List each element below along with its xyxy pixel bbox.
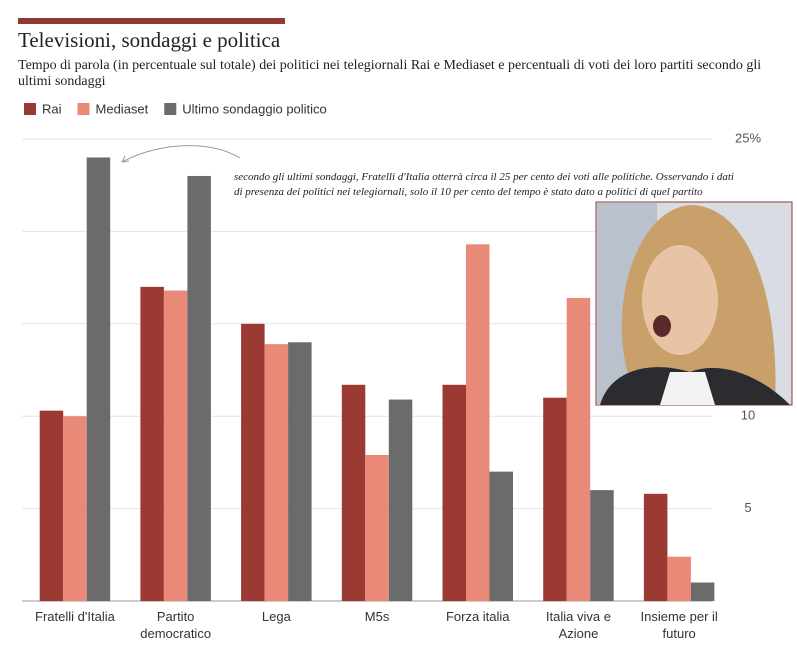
x-tick-label: Italia viva e Azione	[545, 609, 611, 641]
bar	[388, 399, 413, 601]
y-tick-label: 20	[741, 223, 755, 238]
legend-swatch	[77, 103, 90, 115]
bar	[643, 493, 668, 601]
y-tick-label: 15	[741, 315, 755, 330]
y-tick-label: 5	[744, 500, 751, 515]
bar	[187, 175, 211, 601]
y-tick-label: 25%	[735, 130, 761, 145]
x-tick-label: Lega	[261, 609, 291, 624]
bar	[466, 244, 490, 601]
bar	[543, 397, 567, 601]
chart-subtitle: Tempo di parola (in percentuale sul tota…	[18, 58, 762, 89]
bar	[264, 344, 289, 601]
x-tick-label: Insieme per il futuro	[640, 609, 718, 641]
bar	[566, 297, 591, 601]
legend-label: Rai	[42, 101, 62, 116]
x-tick-label: Forza italia	[445, 609, 510, 624]
bar	[163, 290, 188, 601]
bar	[140, 286, 164, 601]
bar	[39, 410, 64, 601]
bar	[241, 323, 265, 601]
x-tick-label: M5s	[364, 609, 390, 624]
bar	[690, 582, 715, 601]
annotation: secondo gli ultimi sondaggi, Fratelli d'…	[234, 171, 734, 198]
bar	[365, 455, 389, 601]
bar	[63, 416, 87, 601]
chart-title: Televisioni, sondaggi e politica	[18, 28, 281, 52]
bar	[442, 384, 466, 601]
legend-label: Mediaset	[96, 101, 149, 116]
x-tick-label: Partito democratico	[140, 609, 212, 641]
header-bar	[18, 18, 285, 24]
legend-label: Ultimo sondaggio politico	[182, 101, 327, 116]
bar	[86, 157, 111, 602]
legend-swatch	[164, 103, 177, 115]
y-tick-label: 10	[741, 408, 755, 423]
bar	[489, 471, 513, 601]
bar	[590, 490, 614, 601]
bar	[667, 556, 691, 601]
x-tick-label: Fratelli d'Italia	[35, 609, 115, 624]
legend-swatch	[24, 103, 36, 115]
bar	[341, 384, 366, 601]
bar	[288, 342, 312, 601]
